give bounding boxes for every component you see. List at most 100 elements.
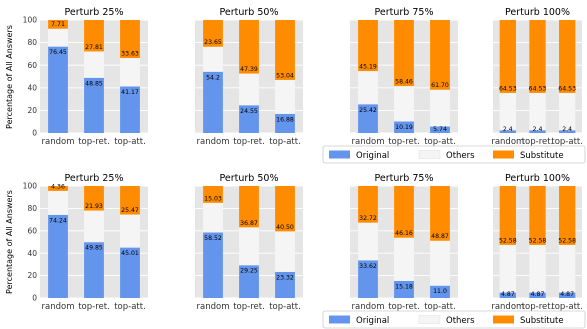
x-tick-label: top-ret.: [522, 302, 554, 312]
data-label-substitute: 53.04: [276, 72, 294, 79]
data-label-original: 11.0: [433, 288, 447, 295]
bar-others-top-att: [430, 240, 450, 286]
subplot-title: Perturb 100%: [505, 7, 570, 18]
data-label-substitute: 36.87: [240, 220, 258, 227]
legend-swatch-substitute: [493, 150, 514, 159]
y-tick-label: 40: [27, 83, 37, 92]
data-label-original: 5.74: [433, 126, 447, 133]
x-tick-label: top-ret.: [388, 302, 420, 312]
subplot-title: Perturb 75%: [375, 7, 434, 18]
bar-others-random: [358, 222, 378, 261]
x-tick-label: top-att.: [424, 302, 456, 312]
data-label-substitute: 21.93: [85, 203, 103, 210]
bar-substitute-top-att: [430, 186, 450, 241]
x-tick-label: top-att.: [269, 137, 301, 147]
y-tick-label: 0: [32, 294, 37, 303]
data-label-original: 2.4: [562, 126, 572, 133]
y-tick-label: 80: [27, 38, 37, 47]
bar-others-top-att: [559, 244, 576, 293]
bar-original-top-att: [120, 247, 140, 298]
data-label-substitute: 15.03: [204, 195, 222, 202]
y-axis-label-top: Percentage of All Answers: [5, 25, 14, 129]
bar-original-random: [358, 260, 378, 298]
y-tick-label: 40: [27, 249, 37, 258]
bar-substitute-random: [358, 186, 378, 223]
bar-original-top-ret: [394, 280, 414, 298]
bar-others-top-ret: [84, 51, 104, 78]
data-label-substitute: 64.53: [499, 85, 517, 92]
bar-original-top-ret: [239, 105, 259, 133]
subplot-4: Perturb 100% 2.4 64.53 random 2.4 64.53 top-re…: [491, 7, 583, 147]
bar-substitute-top-att: [275, 186, 295, 232]
bar-substitute-top-att: [430, 20, 450, 90]
bar-substitute-random: [358, 20, 378, 72]
bar-others-top-ret: [394, 237, 414, 281]
legend-swatch-substitute: [493, 315, 514, 324]
bar-substitute-top-att: [559, 186, 576, 245]
data-label-original: 2.4: [533, 126, 543, 133]
subplot-3: Perturb 75% 25.42 45.19 random 10.19 58.46 top…: [350, 7, 458, 147]
subplot-6: Perturb 50% 58.52 15.03 random 29.25 36.87 top…: [195, 173, 303, 312]
bar-original-random: [203, 71, 223, 133]
x-tick-label: random: [197, 137, 230, 147]
x-tick-label: top-ret.: [233, 302, 265, 312]
bar-others-top-att: [559, 92, 576, 131]
y-tick-label: 0: [32, 129, 37, 138]
data-label-substitute: 4.36: [51, 183, 65, 190]
bar-others-random: [203, 46, 223, 72]
data-label-original: 25.42: [359, 107, 377, 114]
x-tick-label: top-ret.: [522, 137, 554, 147]
bar-others-random: [358, 71, 378, 105]
legend-label-others: Others: [446, 151, 475, 161]
bar-substitute-top-ret: [529, 20, 546, 93]
bar-original-top-att: [430, 126, 450, 133]
x-tick-label: random: [42, 302, 75, 312]
bar-others-random: [203, 202, 223, 233]
subplot-5: 0 20 40 60 80 100 Perturb 25% 74.24 4.36 random 49…: [23, 173, 148, 312]
bar-substitute-top-att: [559, 20, 576, 93]
bar-original-top-att: [120, 86, 140, 133]
bar-others-top-ret: [239, 73, 259, 106]
y-tick-label: 20: [27, 106, 37, 115]
data-label-substitute: 23.65: [204, 39, 222, 46]
legend-top: Original Others Substitute: [322, 145, 586, 164]
bar-others-top-att: [120, 58, 140, 87]
bar-substitute-random: [499, 20, 516, 93]
x-tick-label: random: [197, 302, 230, 312]
data-label-substitute: 32.72: [359, 215, 377, 222]
legend-label-substitute: Substitute: [520, 151, 564, 161]
data-label-substitute: 40.50: [276, 224, 294, 231]
data-label-substitute: 64.53: [558, 85, 576, 92]
y-axis-label-bottom: Percentage of All Answers: [5, 190, 14, 294]
data-label-original: 29.25: [240, 268, 258, 275]
bar-original-top-ret: [529, 292, 546, 298]
data-label-original: 23.32: [276, 274, 294, 281]
bar-substitute-top-ret: [84, 186, 104, 211]
legend-swatch-original: [329, 150, 350, 159]
x-tick-label: top-ret.: [233, 137, 265, 147]
bar-original-top-ret: [84, 242, 104, 298]
bar-original-top-att: [275, 271, 295, 298]
legend-label-original: Original: [356, 151, 389, 161]
legend-swatch-others: [418, 150, 441, 159]
y-tick-label: 60: [27, 61, 37, 70]
bar-substitute-top-ret: [84, 20, 104, 52]
bar-others-random: [499, 244, 516, 293]
subplot-title: Perturb 75%: [375, 173, 434, 184]
x-tick-label: top-ret.: [78, 302, 110, 312]
legend-bottom: Original Others Substitute: [322, 310, 586, 329]
subplot-title: Perturb 25%: [65, 7, 124, 18]
bar-original-top-att: [275, 113, 295, 133]
bar-original-top-ret: [529, 130, 546, 133]
bar-substitute-top-att: [120, 20, 140, 59]
bar-substitute-top-att: [275, 20, 295, 80]
bar-others-random: [48, 28, 68, 47]
bar-original-random: [499, 130, 516, 133]
x-tick-label: top-ret.: [388, 137, 420, 147]
subplot-7: Perturb 75% 33.62 32.72 random 15.18 46.16 top…: [350, 173, 458, 312]
bar-original-random: [48, 46, 68, 134]
data-label-original: 41.17: [121, 89, 139, 96]
data-label-original: 15.18: [395, 283, 413, 290]
data-label-original: 4.87: [501, 291, 515, 298]
